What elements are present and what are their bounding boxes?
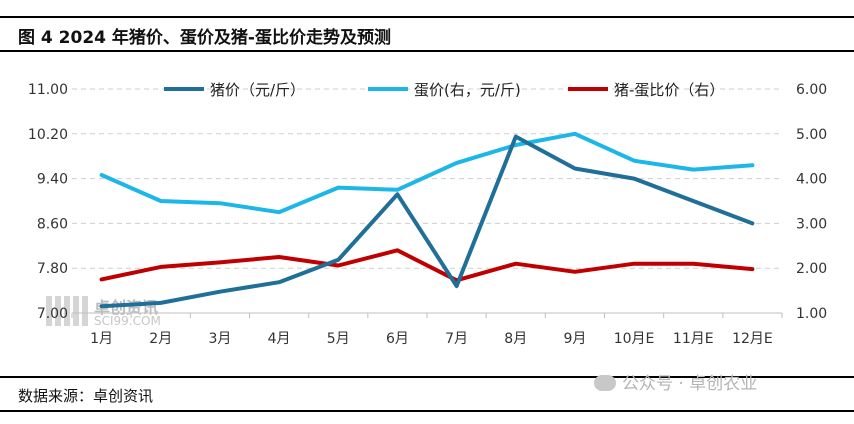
y-left-tick-label: 9.40 (37, 172, 68, 188)
x-tick-label: 11月E (673, 331, 714, 347)
wechat-watermark-text: 公众号 · 卓创农业 (622, 374, 758, 394)
logo-watermark-icon (46, 296, 88, 326)
series-line-2 (99, 131, 755, 215)
x-tick-label: 2月 (149, 331, 172, 347)
x-tick-label: 8月 (504, 331, 527, 347)
y-right-tick-label: 5.00 (796, 127, 827, 143)
x-tick-label: 10月E (614, 331, 655, 347)
y-left-tick-label: 8.60 (37, 216, 68, 232)
x-tick-label: 7月 (445, 331, 468, 347)
series-line-3 (99, 248, 755, 283)
wechat-watermark: 公众号 · 卓创农业 (594, 369, 757, 394)
x-tick-label: 4月 (268, 331, 291, 347)
x-tick-label: 1月 (90, 331, 113, 347)
legend-label: 蛋价(右，元/斤) (414, 81, 521, 99)
y-right-tick-label: 3.00 (796, 216, 827, 232)
y-left-tick-label: 10.20 (28, 127, 68, 143)
series-line-1 (99, 134, 755, 309)
x-tick-label: 12月E (732, 331, 773, 347)
chart-title: 图 4 2024 年猪价、蛋价及猪-蛋比价走势及预测 (18, 28, 391, 48)
x-tick-label: 5月 (327, 331, 350, 347)
y-left-tick-label: 7.00 (37, 306, 68, 322)
source-note: 数据来源：卓创资讯 (18, 387, 154, 405)
y-right-tick-label: 2.00 (796, 261, 827, 277)
chart-footer: 数据来源：卓创资讯 (0, 376, 854, 412)
chart-header: 图 4 2024 年猪价、蛋价及猪-蛋比价走势及预测 (0, 16, 854, 52)
y-right-tick-label: 4.00 (796, 172, 827, 188)
logo-watermark-url: SCI99.COM (94, 314, 161, 328)
x-tick-label: 6月 (386, 331, 409, 347)
y-left-tick-label: 7.80 (37, 261, 68, 277)
y-right-tick-label: 1.00 (796, 306, 827, 322)
x-tick-label: 9月 (563, 331, 586, 347)
legend-label: 猪-蛋比价（右） (614, 81, 724, 99)
y-right-tick-label: 6.00 (796, 82, 827, 98)
wechat-icon (594, 375, 616, 391)
y-left-tick-label: 11.00 (28, 82, 68, 98)
x-tick-label: 3月 (208, 331, 231, 347)
legend-label: 猪价（元/斤） (210, 81, 305, 99)
